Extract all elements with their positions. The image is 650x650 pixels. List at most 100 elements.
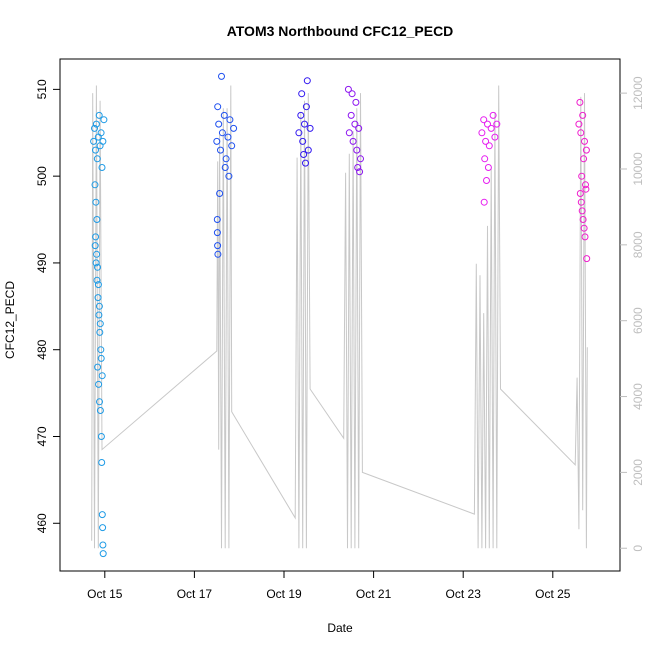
y-tick-label: 470 [35,426,49,446]
data-point [92,120,100,128]
data-point [96,320,104,328]
data-point [576,190,584,197]
data-point [94,294,102,302]
data-point [92,259,100,267]
data-point [351,120,359,128]
data-point [582,146,590,154]
x-tick-label: Oct 19 [266,587,302,601]
series-flight_6 [575,98,591,263]
x-axis: Oct 15 Oct 17 Oct 19 Oct 21 Oct 23 Oct 25 [87,570,571,601]
x-tick-label: Oct 15 [87,587,123,601]
data-point [91,181,99,189]
data-point [575,120,583,128]
x-tick-label: Oct 21 [356,587,392,601]
data-point [576,98,584,106]
y2-axis: 0 2000 4000 6000 8000 10000 12000 [620,76,645,552]
data-point [298,90,306,98]
data-point [95,302,103,310]
data-point [295,129,303,137]
data-point [348,90,356,98]
points-layer [90,72,591,558]
data-point [355,124,363,132]
data-point [217,146,224,154]
data-point [489,111,497,119]
data-point [582,181,589,189]
x-tick-label: Oct 23 [446,587,482,601]
data-point [213,137,221,145]
data-point [99,541,107,549]
data-point [91,124,98,132]
data-point [99,524,107,532]
data-point [97,346,105,354]
y2-tick-label: 10000 [631,152,645,186]
secondary-line [91,85,588,549]
y-axis-label: CFC12_PECD [3,281,17,359]
data-point [93,250,101,258]
data-point [297,111,305,119]
plot-frame [59,58,621,572]
data-point [96,398,103,406]
data-point [99,137,107,145]
data-point [352,98,360,106]
y2-tick-label: 12000 [631,76,645,110]
data-point [93,216,101,223]
y-axis: 460 470 480 490 500 510 [35,79,60,533]
data-point [304,146,312,154]
data-point [228,142,236,150]
y-tick-label: 510 [35,79,49,99]
data-point [96,328,104,336]
data-point [480,116,488,124]
y2-tick-label: 0 [631,545,645,552]
data-point [94,363,102,371]
data-point [90,137,98,145]
data-point [215,120,223,128]
data-point [577,129,585,137]
y2-tick-label: 4000 [631,383,645,410]
data-point [580,224,588,232]
data-point [91,242,99,250]
data-point [97,354,105,362]
series-flight_2 [213,72,238,258]
data-point [220,111,228,119]
data-point [578,172,586,180]
data-point [480,198,488,206]
data-point [482,137,490,145]
data-point [96,407,104,414]
data-point [582,185,590,193]
chart-title: ATOM3 Northbound CFC12_PECD [227,23,454,39]
data-point [347,111,355,119]
data-point [93,276,101,284]
data-point [481,155,489,163]
series-flight_3 [295,77,314,167]
data-point [93,155,101,163]
x-axis-label: Date [327,621,353,635]
data-point [230,124,238,132]
data-point [353,146,361,154]
x-tick-label: Oct 25 [535,587,571,601]
data-point [301,120,308,128]
data-point [98,164,106,171]
data-point [98,372,106,380]
data-point [300,151,308,158]
x-tick-label: Oct 17 [177,587,213,601]
data-point [356,168,364,176]
data-point [491,133,499,141]
data-point [224,133,232,141]
data-point [354,164,362,171]
data-point [580,155,588,163]
y2-tick-label: 2000 [631,459,645,486]
data-point [483,177,490,184]
data-point [302,159,309,167]
data-point [95,111,103,119]
data-point [225,172,233,180]
series-flight_5 [478,111,501,206]
data-point [484,164,492,171]
data-point [357,155,364,163]
data-point [94,281,102,289]
data-point [221,164,229,171]
data-point [579,216,587,223]
y-tick-label: 460 [35,513,49,533]
data-point [487,124,495,132]
data-point [95,311,103,319]
